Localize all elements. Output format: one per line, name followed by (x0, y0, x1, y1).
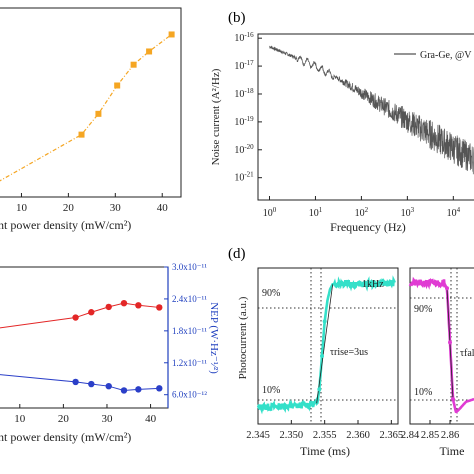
panel-d-x-tick-label: 2.365 (380, 430, 404, 441)
panel-c-y2-tick-label: 2.4x10⁻¹¹ (172, 294, 207, 304)
panel-d-chart: 2.345 2.350 2.355 2.360 2.365 Time (ms) Photoc… (237, 267, 404, 458)
panel-e-fall-point (445, 286, 449, 291)
panel-c-x-tick-label: 40 (145, 413, 157, 425)
panel-b-noise-series (269, 45, 474, 175)
panel-e-x-tick-label: 2.84 (401, 430, 420, 441)
panel-c-data-point-blue (156, 385, 163, 392)
panel-d-x-tick-label: 2.360 (346, 430, 370, 441)
panel-b-plot-frame (257, 33, 474, 201)
panel-c-data-point-blue (105, 382, 112, 390)
panel-a-data-point (168, 31, 175, 38)
panel-d-rise-point (317, 387, 322, 392)
panel-e-fall-point (451, 397, 455, 402)
panel-b-x-tick-label: 103 (401, 206, 415, 219)
panel-c-data-point-blue (135, 386, 142, 393)
panel-c-data-point-red (120, 299, 128, 307)
panel-c-data-point-red (88, 309, 95, 316)
panel-a-x-tick-label: 10 (16, 202, 28, 214)
panel-e-x-tick-label: 2.85 (421, 430, 439, 441)
panel-d-x-tick-label: 2.355 (313, 430, 337, 441)
panel-c-x-tick-label: 20 (58, 413, 70, 425)
panel-c-data-point-blue (120, 387, 128, 394)
panel-d-x-tick-label: 2.345 (246, 430, 270, 441)
panel-b-x-tick-label: 101 (309, 206, 323, 219)
panel-d-rise-point (322, 319, 327, 324)
panel-c-y2-tick-label: 1.8x10⁻¹¹ (172, 326, 207, 336)
panel-d-label: (d) (228, 246, 246, 262)
panel-e-photocurrent-trace (408, 276, 474, 414)
panel-b-y-tick-label: 10-18 (234, 87, 254, 100)
panel-b-x-tick-label: 104 (447, 206, 461, 219)
panel-d-annot-10: 10% (262, 385, 280, 396)
panel-b-x-axis-label: Frequency (Hz) (330, 220, 406, 234)
panel-b-y-tick-label: 10-16 (234, 31, 254, 44)
panel-b-legend-label: Gra-Ge, @V (420, 50, 472, 61)
panel-a-plot-frame (0, 7, 182, 198)
panel-c-data-point-red (156, 304, 163, 311)
panel-e-fall-point (448, 340, 452, 345)
panel-e-plot-frame (409, 267, 474, 425)
panel-a-data-point (114, 82, 121, 89)
panel-b-label: (b) (228, 10, 246, 26)
panel-d-y-axis-label: Photocurrent (a.u.) (237, 296, 249, 379)
panel-c-data-point-blue (72, 378, 79, 386)
panel-a-chart: 10 20 30 40 ight power density (mW/cm²) (0, 7, 182, 232)
panel-a-x-tick-label: 40 (157, 202, 169, 214)
panel-e-annot-fall: τfal (460, 348, 474, 359)
panel-b-x-tick-label: 100 (263, 206, 277, 219)
panel-d-annot-90: 90% (262, 288, 280, 299)
panel-d-rise-point (320, 353, 324, 358)
panel-b-y-tick-label: 10-21 (234, 171, 254, 184)
panel-c-plot-frame (0, 266, 169, 409)
panel-d-x-axis-label: Time (ms) (300, 444, 350, 458)
panel-d-fit-line (316, 284, 334, 404)
panel-c-data-point-red (72, 314, 79, 321)
panel-c-x-tick-label: 30 (101, 413, 113, 425)
panel-b-y-axis-label: Noise current (A²/Hz) (210, 68, 222, 165)
panel-e-chart: 2.84 2.85 2.86 Time 90% 10% τfal (401, 267, 474, 458)
panel-a-data-point (95, 110, 102, 117)
panel-a-series-line (0, 33, 172, 182)
panel-b-y-tick-label: 10-20 (234, 143, 254, 156)
panel-d-annot-rise: τrise=3us (330, 347, 368, 358)
panel-e-x-tick-label: 2.86 (441, 430, 459, 441)
panel-b-x-tick-label: 102 (355, 206, 369, 219)
panel-a-x-tick-label: 30 (110, 202, 122, 214)
panel-d-plot-frame (257, 267, 399, 425)
panel-c-series-line-blue (0, 374, 160, 391)
panel-c-data-point-blue (88, 380, 95, 388)
panel-d-legend-label: 1kHz (362, 279, 384, 290)
panel-d-photocurrent-trace (256, 275, 396, 415)
panel-c-series-line-red (0, 302, 160, 329)
panel-a-x-tick-label: 20 (63, 202, 75, 214)
panel-c-y2-tick-label: 3.0x10⁻¹¹ (172, 262, 207, 272)
panel-d-x-tick-label: 2.350 (280, 430, 304, 441)
panel-e-annot-10: 10% (414, 387, 432, 398)
panel-c-x-axis-label: ight power density (mW/cm²) (0, 430, 131, 444)
panel-b-y-tick-label: 10-17 (234, 59, 254, 72)
panel-e-annot-90: 90% (414, 304, 432, 315)
panel-d-legend-marker (344, 280, 350, 286)
panel-c-chart: 10 20 30 40 3.0x10⁻¹¹ 2.4x10⁻¹¹ 1.8x10⁻¹¹ 1.2x1… (0, 262, 220, 444)
panel-a-data-point (130, 61, 137, 68)
panel-b-y-tick-label: 10-19 (234, 115, 254, 128)
panel-b-chart: 100 101 102 103 104 10-16 10-17 10-18 10-19 10-20… (210, 31, 474, 234)
panel-c-x-tick-label: 10 (14, 413, 26, 425)
panel-a-x-axis-label: ight power density (mW/cm²) (0, 218, 131, 232)
panel-e-x-axis-label: Time (440, 444, 465, 458)
panel-a-data-point (146, 48, 153, 55)
panel-c-data-point-red (135, 302, 142, 309)
panel-c-y2-axis-label: NEP (W·Hz⁻¹⁄²) (208, 302, 220, 374)
panel-c-data-point-red (105, 303, 112, 311)
panel-c-y2-tick-label: 6.0x10⁻¹² (172, 390, 207, 400)
panel-a-data-point (78, 131, 85, 138)
panel-c-y2-tick-label: 1.2x10⁻¹¹ (172, 358, 207, 368)
